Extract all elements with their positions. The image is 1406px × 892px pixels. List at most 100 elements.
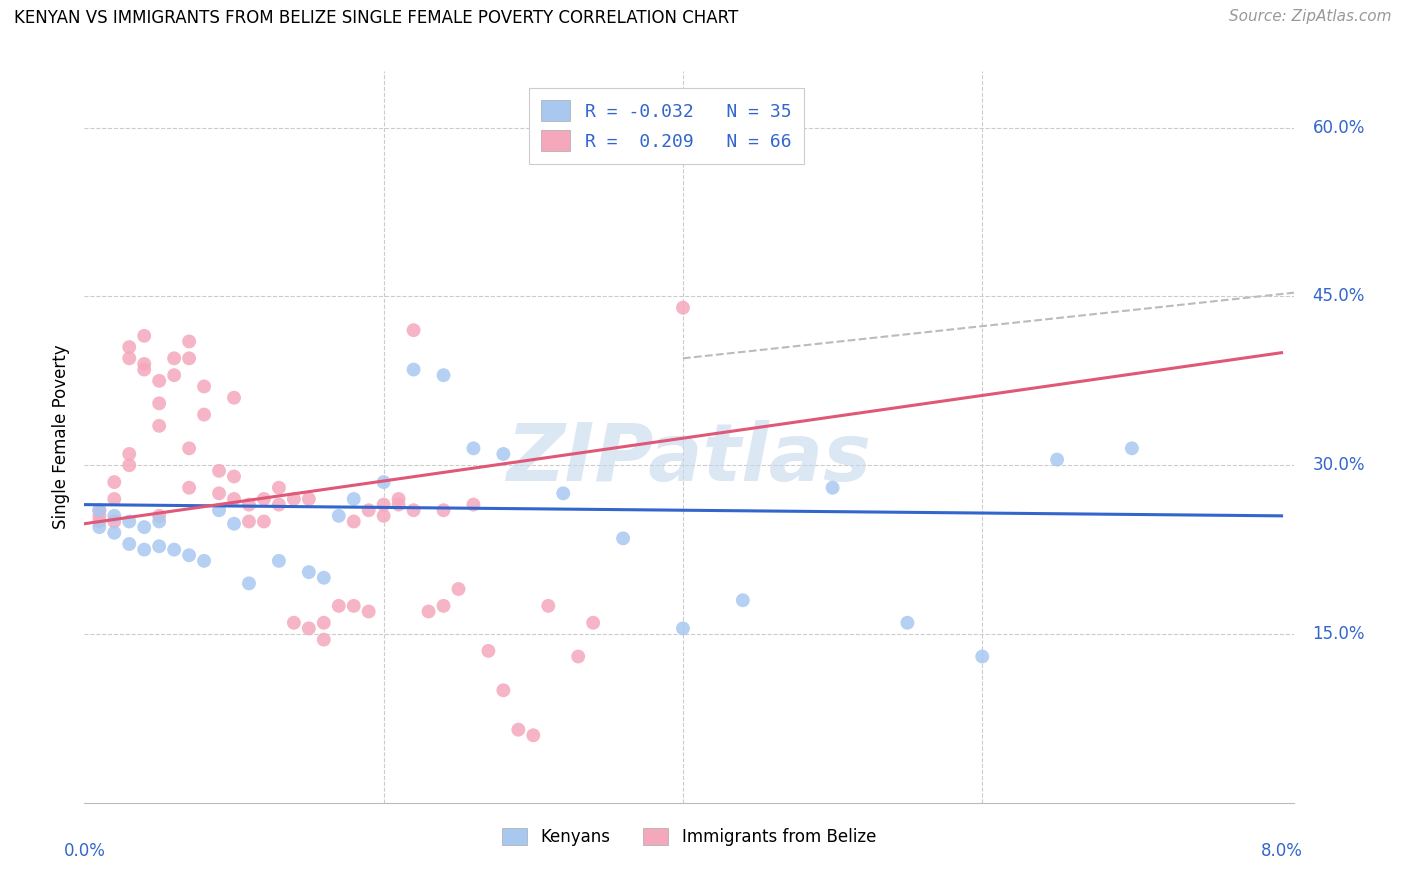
- Point: [134, 362, 156, 376]
- Point: [821, 481, 844, 495]
- Point: [672, 621, 695, 635]
- Point: [89, 503, 111, 517]
- Point: [148, 396, 170, 410]
- Point: [193, 408, 215, 422]
- Point: [193, 379, 215, 393]
- Point: [283, 491, 305, 506]
- Text: 60.0%: 60.0%: [1313, 119, 1365, 136]
- Point: [731, 593, 754, 607]
- Point: [388, 491, 411, 506]
- Point: [343, 599, 366, 613]
- Point: [896, 615, 918, 630]
- Point: [118, 351, 141, 366]
- Point: [103, 515, 125, 529]
- Point: [118, 537, 141, 551]
- Point: [567, 649, 589, 664]
- Point: [103, 508, 125, 523]
- Point: [267, 498, 290, 512]
- Point: [222, 391, 245, 405]
- Point: [418, 605, 440, 619]
- Point: [253, 491, 276, 506]
- Point: [283, 615, 305, 630]
- Point: [357, 503, 380, 517]
- Point: [103, 491, 125, 506]
- Point: [89, 520, 111, 534]
- Point: [447, 582, 470, 596]
- Point: [179, 481, 201, 495]
- Text: 30.0%: 30.0%: [1313, 456, 1365, 475]
- Point: [312, 632, 335, 647]
- Point: [148, 539, 170, 553]
- Point: [492, 683, 515, 698]
- Point: [298, 621, 321, 635]
- Point: [402, 323, 425, 337]
- Point: [522, 728, 544, 742]
- Point: [179, 334, 201, 349]
- Point: [298, 491, 321, 506]
- Point: [134, 357, 156, 371]
- Point: [373, 498, 395, 512]
- Point: [312, 571, 335, 585]
- Text: 8.0%: 8.0%: [1261, 842, 1302, 860]
- Point: [238, 498, 260, 512]
- Point: [298, 565, 321, 579]
- Point: [208, 503, 231, 517]
- Point: [312, 615, 335, 630]
- Point: [1046, 452, 1069, 467]
- Point: [179, 351, 201, 366]
- Point: [373, 508, 395, 523]
- Point: [238, 576, 260, 591]
- Point: [118, 515, 141, 529]
- Point: [373, 475, 395, 489]
- Point: [222, 516, 245, 531]
- Point: [238, 515, 260, 529]
- Point: [463, 442, 485, 456]
- Point: [553, 486, 575, 500]
- Point: [222, 469, 245, 483]
- Point: [179, 548, 201, 562]
- Point: [672, 301, 695, 315]
- Point: [163, 368, 186, 383]
- Point: [103, 525, 125, 540]
- Point: [208, 486, 231, 500]
- Point: [357, 605, 380, 619]
- Point: [103, 475, 125, 489]
- Point: [89, 503, 111, 517]
- Point: [343, 491, 366, 506]
- Point: [89, 515, 111, 529]
- Point: [148, 508, 170, 523]
- Text: 45.0%: 45.0%: [1313, 287, 1365, 305]
- Text: 0.0%: 0.0%: [63, 842, 105, 860]
- Point: [118, 447, 141, 461]
- Point: [148, 374, 170, 388]
- Point: [134, 542, 156, 557]
- Point: [163, 351, 186, 366]
- Point: [432, 503, 454, 517]
- Point: [328, 508, 350, 523]
- Point: [432, 599, 454, 613]
- Point: [148, 515, 170, 529]
- Point: [343, 515, 366, 529]
- Point: [118, 340, 141, 354]
- Point: [267, 554, 290, 568]
- Point: [1121, 442, 1143, 456]
- Point: [537, 599, 560, 613]
- Point: [253, 515, 276, 529]
- Point: [402, 362, 425, 376]
- Point: [432, 368, 454, 383]
- Text: KENYAN VS IMMIGRANTS FROM BELIZE SINGLE FEMALE POVERTY CORRELATION CHART: KENYAN VS IMMIGRANTS FROM BELIZE SINGLE …: [14, 9, 738, 27]
- Legend: Kenyans, Immigrants from Belize: Kenyans, Immigrants from Belize: [495, 822, 883, 853]
- Point: [118, 458, 141, 473]
- Text: Source: ZipAtlas.com: Source: ZipAtlas.com: [1229, 9, 1392, 24]
- Point: [508, 723, 530, 737]
- Point: [582, 615, 605, 630]
- Point: [463, 498, 485, 512]
- Point: [208, 464, 231, 478]
- Point: [222, 491, 245, 506]
- Text: ZIPatlas: ZIPatlas: [506, 420, 872, 498]
- Point: [179, 442, 201, 456]
- Point: [163, 542, 186, 557]
- Point: [193, 554, 215, 568]
- Point: [134, 328, 156, 343]
- Point: [972, 649, 994, 664]
